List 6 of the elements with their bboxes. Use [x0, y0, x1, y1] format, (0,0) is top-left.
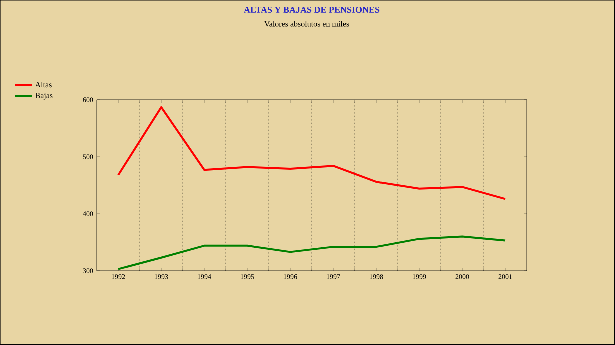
legend-label: Bajas	[36, 93, 53, 100]
chart-subtitle: Valores absolutos en miles	[264, 21, 350, 27]
line-series	[118, 236, 506, 270]
line-series	[118, 106, 506, 200]
chart-title: ALTAS Y BAJAS DE PENSIONES	[244, 6, 380, 14]
legend-label: Altas	[35, 82, 52, 88]
